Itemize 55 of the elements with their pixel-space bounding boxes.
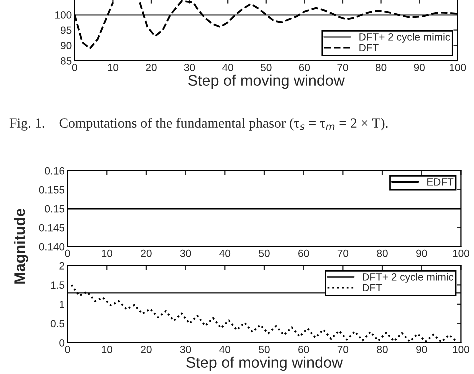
x-tick-label: 90 [416,346,428,354]
x-tick-label: 70 [338,64,348,72]
x-tick-label: 40 [222,64,234,72]
x-tick-label: 100 [453,346,470,354]
x-tick-label: 80 [376,64,387,72]
x-tick-label: 70 [338,346,349,354]
x-tick-label: 50 [261,64,272,72]
x-tick-label: 20 [141,250,152,258]
x-tick-label: 30 [180,250,192,258]
x-tick-label: 80 [377,250,388,258]
x-tick-label: 60 [299,64,310,72]
y-tick-label: 0.140 [39,243,65,251]
y-tick-label: 85 [60,57,72,65]
y-tick-label: 0.5 [50,320,65,328]
legend-label: DFT [363,284,382,292]
x-tick-label: 90 [414,64,425,72]
legend-label: DFT+ 2 cycle mimic [363,273,454,283]
legend-label: DFT+ 2 cycle mimic [360,33,450,43]
legend-label: DFT [360,44,379,52]
y-axis-title: Magnitude [14,208,28,284]
x-tick-label: 10 [108,64,119,72]
x-tick-label: 40 [220,346,231,354]
y-tick-label: 90 [61,42,72,50]
x-tick-label: 0 [72,64,78,72]
x-tick-label: 20 [141,346,152,354]
y-tick-label: 0.155 [39,186,65,194]
x-tick-label: 30 [184,64,196,72]
line-series [70,284,458,343]
x-tick-label: 50 [259,250,270,258]
y-tick-label: 1.5 [51,282,65,290]
x-tick-label: 30 [180,346,192,354]
x-tick-label: 60 [298,250,310,258]
y-tick-label: 0.15 [45,205,65,213]
caption: Fig. 1. Computations of the fundamental phasor (τ$_{s}$ = τ$_{m}$ = 2 × T). [10,118,388,131]
x-axis-title: Step of moving window [188,74,345,90]
x-axis-title: Step of moving window [186,356,344,372]
x-tick-label: 100 [453,250,470,258]
y-tick-label: 2 [60,262,64,270]
x-tick-label: 70 [338,250,349,258]
y-tick-label: 0.145 [39,224,65,232]
x-tick-label: 10 [102,346,113,354]
x-tick-label: 80 [377,346,388,354]
x-tick-label: 20 [146,64,157,72]
y-tick-label: 0 [60,339,65,347]
legend-label: EDFT [428,178,454,186]
x-tick-label: 90 [416,250,428,258]
y-tick-label: 1 [60,301,64,308]
x-tick-label: 40 [220,250,231,258]
y-tick-label: 95 [61,26,72,34]
x-tick-label: 60 [298,346,310,354]
x-tick-label: 100 [450,64,466,72]
x-tick-label: 10 [102,250,113,258]
y-tick-label: 100 [56,11,72,19]
x-tick-label: 50 [259,346,270,354]
y-tick-label: 0.16 [45,167,65,175]
